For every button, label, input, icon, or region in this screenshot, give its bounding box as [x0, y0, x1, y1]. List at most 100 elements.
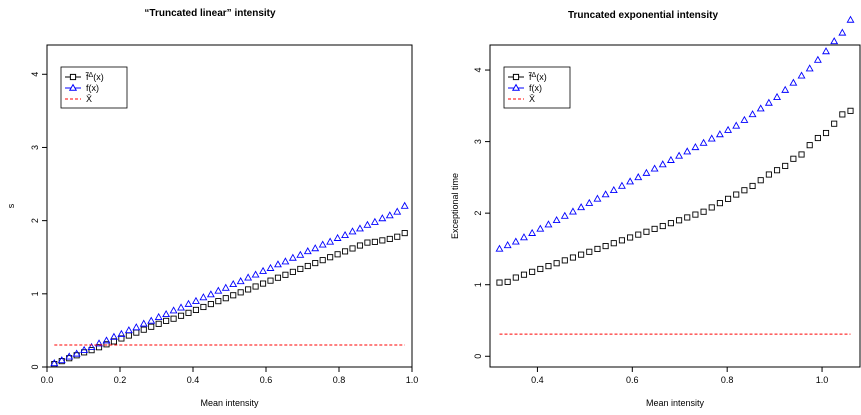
triangle-point: [813, 55, 822, 63]
triangle-point: [707, 134, 716, 142]
x-tick-label: 0.0: [41, 375, 54, 385]
triangle-point: [50, 359, 59, 367]
square-point: [259, 280, 267, 287]
triangle-point: [830, 37, 839, 45]
triangle-point: [609, 185, 618, 194]
legend-label-tail: (x): [89, 83, 100, 93]
triangle-point: [370, 217, 379, 225]
triangle-point: [495, 244, 504, 252]
triangle-point: [789, 78, 798, 86]
square-point: [386, 235, 393, 242]
square-point: [274, 274, 282, 281]
square-point: [177, 312, 185, 319]
square-point: [602, 243, 609, 250]
y-tick-label: 3: [30, 145, 40, 150]
triangle-point: [303, 247, 312, 255]
triangle-point: [846, 15, 855, 23]
square-point: [95, 344, 103, 351]
legend-label-main: X̄: [86, 94, 92, 104]
square-point: [504, 278, 511, 285]
triangle-point: [764, 98, 773, 106]
square-point: [537, 265, 544, 273]
square-point: [790, 155, 797, 162]
triangle-point: [296, 250, 305, 258]
triangle-point: [400, 201, 409, 209]
triangle-point: [117, 329, 126, 337]
triangle-point: [577, 203, 586, 211]
triangle-point: [642, 168, 651, 176]
legend-label-main: X̄: [529, 94, 535, 104]
legend-square-icon: [512, 73, 520, 81]
chart-title: Truncated exponential intensity: [568, 10, 718, 21]
square-point: [349, 245, 356, 252]
square-point: [371, 238, 378, 245]
square-point: [700, 208, 707, 215]
triangle-point: [333, 233, 342, 241]
square-point: [667, 220, 674, 227]
triangle-point: [781, 85, 790, 93]
square-point: [155, 320, 162, 327]
square-point: [676, 217, 683, 224]
triangle-point: [206, 290, 215, 298]
legend-label-tail: (x): [532, 83, 543, 93]
triangle-point: [109, 332, 118, 340]
square-point: [659, 222, 666, 230]
triangle-point: [666, 155, 675, 163]
triangle-point: [184, 299, 193, 307]
triangle-point: [102, 336, 111, 344]
series-square: [496, 107, 854, 286]
series-triangle: [495, 15, 855, 252]
x-tick-label: 0.2: [114, 375, 127, 385]
square-point: [512, 274, 519, 281]
triangle-point: [585, 198, 594, 206]
x-tick-label: 1.0: [816, 375, 829, 385]
square-point: [215, 298, 222, 305]
series-square: [51, 230, 408, 368]
triangle-point: [229, 279, 238, 288]
square-point: [394, 233, 401, 240]
legend-label-main: f̃: [85, 72, 90, 82]
y-axis-label: Exceptional time: [450, 173, 460, 239]
square-point: [379, 237, 386, 244]
square-point: [635, 231, 642, 238]
triangle-point: [80, 345, 89, 353]
triangle-point: [363, 220, 372, 228]
square-point: [237, 289, 244, 296]
triangle-point: [72, 349, 81, 357]
square-point: [798, 151, 805, 158]
y-tick-label: 4: [473, 68, 483, 73]
square-point: [327, 254, 334, 261]
plot-frame: [46, 44, 413, 368]
triangle-point: [650, 164, 659, 172]
square-point: [529, 268, 536, 275]
square-point: [741, 187, 748, 194]
y-tick-label: 0: [473, 354, 483, 359]
triangle-point: [822, 47, 830, 55]
triangle-point: [626, 177, 635, 185]
plot-frame: [489, 44, 861, 368]
triangle-point: [191, 296, 200, 304]
square-point: [282, 271, 289, 278]
x-axis-label: Mean intensity: [646, 398, 705, 408]
square-point: [245, 286, 252, 293]
triangle-point: [748, 110, 757, 118]
series-triangle: [50, 201, 409, 367]
y-tick-label: 4: [30, 72, 40, 77]
triangle-point: [568, 207, 577, 215]
square-point: [140, 326, 147, 333]
triangle-point: [244, 273, 253, 281]
legend-label-superscript: Δ: [532, 72, 537, 79]
square-point: [618, 237, 625, 244]
triangle-point: [756, 104, 765, 112]
square-point: [716, 200, 723, 207]
triangle-point: [147, 316, 156, 324]
triangle-point: [95, 339, 104, 347]
legend-label-superscript: Δ: [89, 72, 94, 79]
square-point: [806, 142, 813, 149]
y-axis-label: s: [6, 203, 16, 208]
legend-triangle-icon: [68, 83, 78, 91]
triangle-point: [617, 181, 626, 189]
chart-panel-left: “Truncated linear” intensity 0.0 0.2 0.4 0.6…: [6, 8, 418, 408]
x-tick-label: 0.4: [187, 375, 200, 385]
square-point: [207, 301, 214, 308]
